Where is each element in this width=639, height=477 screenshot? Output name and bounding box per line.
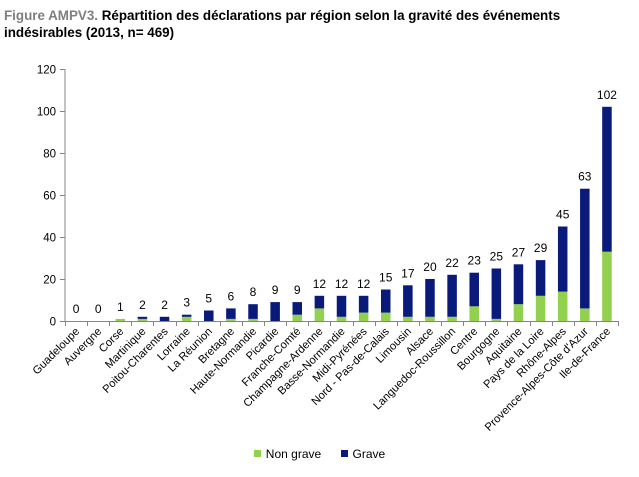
bar-grave xyxy=(447,274,457,317)
bar-grave xyxy=(137,316,148,319)
bar-non-grave xyxy=(358,312,369,321)
bar-non-grave xyxy=(380,312,391,321)
data-label: 22 xyxy=(445,256,459,270)
bar-grave xyxy=(248,304,258,319)
bar-non-grave xyxy=(115,318,126,321)
bar-non-grave xyxy=(226,318,236,321)
bar-non-grave xyxy=(557,291,568,321)
data-label: 15 xyxy=(379,271,393,285)
bar-non-grave xyxy=(447,316,457,321)
bar-grave xyxy=(535,260,546,296)
bar-grave xyxy=(602,106,612,252)
data-label: 9 xyxy=(294,283,301,297)
data-label: 6 xyxy=(228,289,235,303)
bar-non-grave xyxy=(425,316,435,321)
chart-title: Figure AMPV3. Répartition des déclaratio… xyxy=(4,7,632,41)
bar-non-grave xyxy=(137,318,148,321)
bar-non-grave xyxy=(469,306,479,321)
figure-number: Figure AMPV3. xyxy=(4,8,98,23)
bar-non-grave xyxy=(248,318,258,321)
bar-non-grave xyxy=(292,314,303,321)
data-label: 102 xyxy=(597,88,617,102)
legend-label-non-grave: Non grave xyxy=(265,446,322,461)
bar-grave xyxy=(469,272,479,307)
bar-grave xyxy=(314,295,325,309)
legend: Non grave Grave xyxy=(0,446,639,461)
bar-non-grave xyxy=(602,251,612,321)
data-label: 0 xyxy=(95,302,102,316)
bar-non-grave xyxy=(491,318,502,321)
data-label: 20 xyxy=(423,260,437,274)
data-label: 9 xyxy=(272,283,279,297)
y-tick-label: 40 xyxy=(43,233,56,245)
y-tick-label: 0 xyxy=(50,317,56,329)
data-label: 1 xyxy=(117,300,124,314)
bar-non-grave xyxy=(513,304,524,321)
data-label: 25 xyxy=(490,250,504,264)
bar-non-grave xyxy=(535,295,546,321)
bar-non-grave xyxy=(403,316,413,321)
legend-swatch-grave xyxy=(340,450,348,457)
data-label: 3 xyxy=(183,296,190,310)
data-label: 27 xyxy=(512,245,526,259)
bar-grave xyxy=(380,289,391,313)
bar-grave xyxy=(181,314,192,317)
y-tick-label: 120 xyxy=(37,65,56,77)
y-tick-label: 80 xyxy=(43,149,56,161)
bar-grave xyxy=(336,295,347,317)
bars xyxy=(115,106,612,321)
data-label: 23 xyxy=(468,254,482,268)
bar-grave xyxy=(292,302,303,315)
x-axis xyxy=(65,321,619,326)
bar-grave xyxy=(358,295,369,313)
bar-grave xyxy=(425,279,435,317)
y-tick-label: 60 xyxy=(43,191,56,203)
data-label: 2 xyxy=(161,298,168,312)
bar-non-grave xyxy=(580,308,590,321)
bar-non-grave xyxy=(314,308,325,321)
data-label: 0 xyxy=(73,302,80,316)
bar-grave xyxy=(491,268,502,319)
y-axis: 0 20 40 60 80 100 120 xyxy=(37,65,66,329)
category-labels: GuadeloupeAuvergneCorseMartiniquePoitou-… xyxy=(31,325,613,433)
data-label: 63 xyxy=(578,170,592,184)
data-label: 45 xyxy=(556,208,570,222)
bar-grave xyxy=(226,308,236,319)
data-label: 8 xyxy=(250,285,257,299)
y-tick-label: 20 xyxy=(43,275,56,287)
data-label: 17 xyxy=(401,266,415,280)
bar-grave xyxy=(580,188,590,309)
bar-grave xyxy=(403,285,413,317)
data-label: 12 xyxy=(357,277,371,291)
bar-grave xyxy=(513,264,524,305)
bar-grave xyxy=(270,302,280,321)
bar-grave xyxy=(159,316,170,321)
y-tick-label: 100 xyxy=(37,107,56,119)
data-label: 2 xyxy=(139,298,146,312)
data-label: 5 xyxy=(205,292,212,306)
bar-non-grave xyxy=(181,316,192,321)
data-label: 29 xyxy=(534,241,548,255)
figure-title: Répartition des déclarations par région … xyxy=(4,8,561,40)
legend-swatch-non-grave xyxy=(253,450,261,457)
data-label: 12 xyxy=(313,277,327,291)
legend-item-grave: Grave xyxy=(340,446,386,461)
bar-grave xyxy=(204,310,214,321)
bar-grave xyxy=(557,226,568,292)
legend-label-grave: Grave xyxy=(352,446,386,461)
data-label: 12 xyxy=(335,277,349,291)
legend-item-non-grave: Non grave xyxy=(253,446,322,461)
bar-non-grave xyxy=(336,316,347,321)
